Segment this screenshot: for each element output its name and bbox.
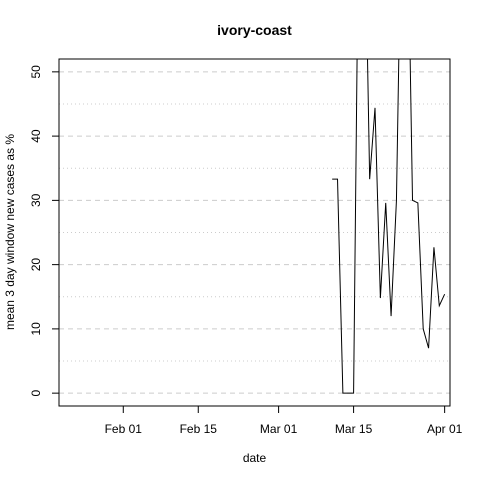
y-tick-label: 20 bbox=[29, 258, 43, 272]
x-axis: Feb 01 Feb 15 Mar 01 Mar 15 Apr 01 bbox=[105, 405, 463, 436]
x-tick-label: Mar 15 bbox=[335, 422, 373, 436]
series-line bbox=[332, 59, 446, 394]
x-tick-label: Mar 01 bbox=[260, 422, 298, 436]
y-axis-label: mean 3 day window new cases as % bbox=[3, 134, 17, 330]
series-layer bbox=[332, 59, 446, 394]
y-tick-label: 40 bbox=[29, 129, 43, 143]
gridlines bbox=[59, 71, 450, 394]
chart-title: ivory-coast bbox=[217, 22, 292, 38]
y-tick-label: 0 bbox=[29, 389, 43, 396]
y-tick-label: 30 bbox=[29, 193, 43, 207]
x-axis-label: date bbox=[243, 451, 267, 465]
y-axis: 0 10 20 30 40 50 bbox=[29, 65, 60, 396]
y-tick-label: 10 bbox=[29, 322, 43, 336]
x-tick-label: Apr 01 bbox=[427, 422, 463, 436]
y-tick-label: 50 bbox=[29, 65, 43, 79]
x-tick-label: Feb 15 bbox=[180, 422, 218, 436]
x-tick-label: Feb 01 bbox=[105, 422, 143, 436]
